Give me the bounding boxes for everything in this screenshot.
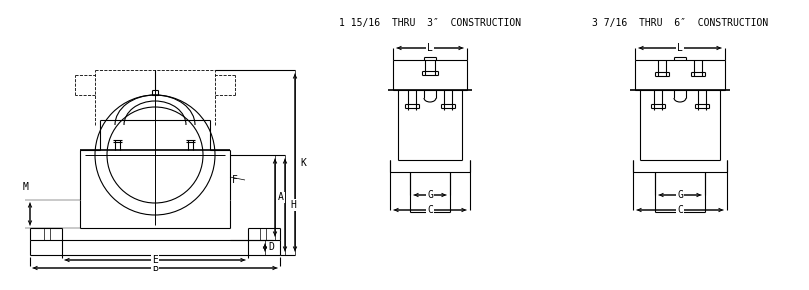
Text: D: D	[268, 242, 274, 253]
Text: C: C	[427, 205, 433, 215]
Text: G: G	[677, 190, 683, 200]
Text: 3 7/16  THRU  6″  CONSTRUCTION: 3 7/16 THRU 6″ CONSTRUCTION	[592, 18, 768, 28]
Text: G: G	[427, 190, 433, 200]
Text: A: A	[278, 193, 284, 202]
Text: F: F	[232, 175, 238, 185]
Text: 1 15/16  THRU  3″  CONSTRUCTION: 1 15/16 THRU 3″ CONSTRUCTION	[339, 18, 521, 28]
Text: B: B	[152, 263, 158, 273]
Text: C: C	[677, 205, 683, 215]
Text: M: M	[23, 182, 29, 192]
Text: L: L	[427, 43, 433, 53]
Text: K: K	[300, 157, 306, 168]
Text: H: H	[290, 200, 296, 210]
Text: E: E	[152, 255, 158, 265]
Text: L: L	[677, 43, 683, 53]
